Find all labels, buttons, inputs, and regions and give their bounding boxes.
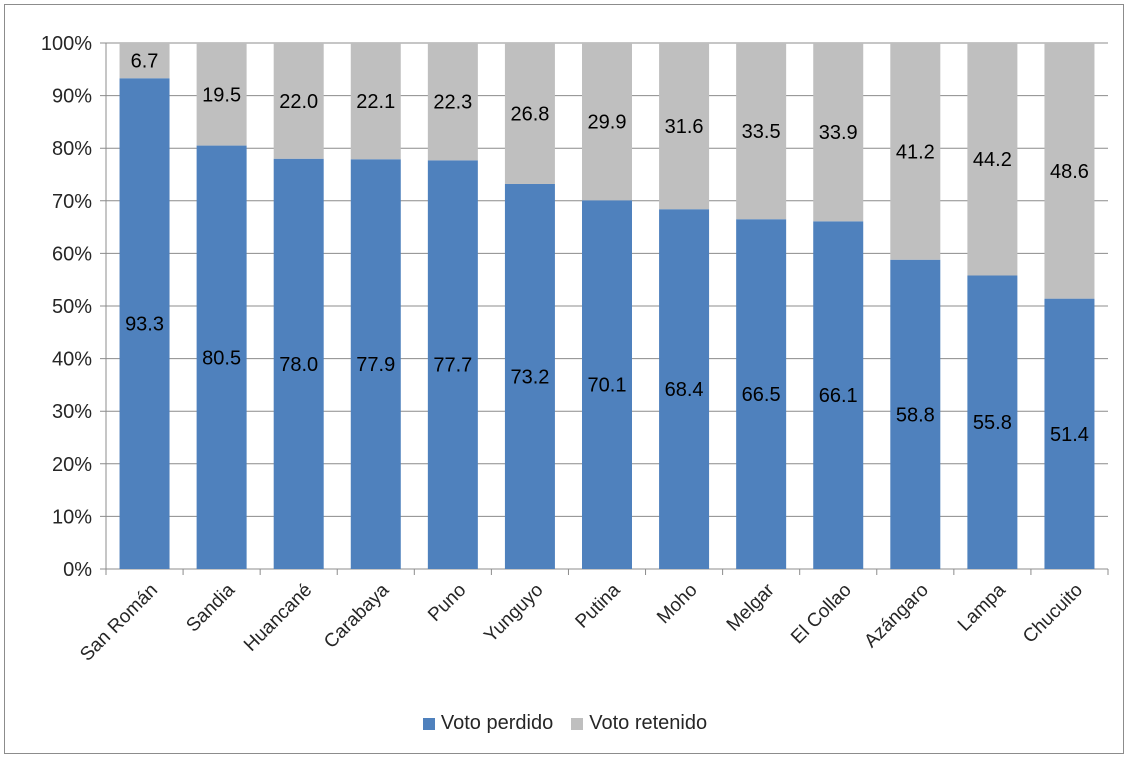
data-label: 78.0 — [279, 354, 318, 376]
x-tick-label: Huancané — [240, 580, 316, 656]
data-label: 48.6 — [1050, 161, 1089, 183]
data-label: 41.2 — [896, 141, 935, 163]
bar-voto-perdido — [813, 221, 864, 569]
bar-voto-retenido — [196, 43, 247, 146]
bar-voto-perdido — [1044, 298, 1095, 569]
y-tick-label: 20% — [52, 454, 92, 476]
y-tick-label: 30% — [52, 401, 92, 423]
bar-voto-perdido — [350, 159, 401, 569]
data-label: 66.5 — [742, 384, 781, 406]
bar-voto-retenido — [736, 43, 787, 220]
bar-voto-perdido — [119, 78, 170, 569]
bar-voto-perdido — [196, 145, 247, 569]
x-tick-label: Azángaro — [860, 580, 932, 652]
bar-voto-retenido — [1044, 43, 1095, 299]
data-label: 6.7 — [131, 51, 159, 73]
y-tick-label: 0% — [63, 559, 92, 581]
y-tick-label: 40% — [52, 349, 92, 371]
bar-voto-retenido — [350, 43, 401, 160]
bar-voto-retenido — [273, 43, 324, 159]
bar-voto-perdido — [504, 183, 555, 569]
legend-swatch-voto-retenido — [571, 717, 584, 730]
bar-voto-perdido — [967, 275, 1018, 569]
x-tick-label: Moho — [653, 580, 701, 628]
bar-voto-perdido — [736, 219, 787, 569]
data-label: 44.2 — [973, 149, 1012, 171]
x-tick-label: Putina — [572, 579, 625, 632]
stacked-bar-chart: 0% 10% 20% 30% 40% 50% 60% 70% 80% 90% 100% 93.3 6.7… — [41, 33, 1109, 666]
x-tick-label: Sandia — [182, 579, 239, 636]
bar-voto-perdido — [582, 200, 632, 570]
data-label: 19.5 — [202, 84, 241, 106]
y-tick-label: 80% — [52, 138, 92, 160]
legend-item-voto-perdido: Voto perdido — [422, 712, 554, 735]
bar-voto-retenido — [504, 43, 555, 184]
bar-voto-retenido — [427, 43, 478, 161]
data-label: 66.1 — [819, 385, 858, 407]
legend-label-voto-retenido: Voto retenido — [589, 712, 708, 734]
data-label: 70.1 — [588, 375, 627, 397]
x-tick-label: Carabaya — [320, 579, 393, 652]
data-label: 26.8 — [510, 103, 549, 125]
data-label: 93.3 — [125, 314, 164, 336]
bar-voto-retenido — [119, 43, 170, 79]
x-tick-label: Melgar — [723, 579, 779, 635]
y-tick-label: 100% — [41, 33, 92, 55]
y-tick-label: 50% — [52, 296, 92, 318]
data-label: 51.4 — [1050, 424, 1089, 446]
data-label: 55.8 — [973, 412, 1012, 434]
x-tick-label: El Collao — [787, 580, 856, 649]
bar-voto-perdido — [427, 160, 478, 569]
data-label: 22.1 — [356, 91, 395, 113]
data-label: 22.3 — [433, 92, 472, 114]
data-label: 68.4 — [665, 379, 704, 401]
data-label: 77.9 — [356, 354, 395, 376]
data-label: 29.9 — [588, 112, 627, 134]
y-tick-label: 10% — [52, 506, 92, 528]
legend-item-voto-retenido: Voto retenido — [571, 712, 707, 735]
y-tick-label: 90% — [52, 86, 92, 108]
data-label: 58.8 — [896, 404, 935, 426]
data-label: 33.5 — [742, 121, 781, 143]
data-label: 73.2 — [510, 366, 549, 388]
bar-voto-perdido — [273, 158, 324, 569]
bar-voto-retenido — [890, 43, 941, 260]
bar-voto-perdido — [659, 209, 710, 569]
x-tick-label: Puno — [424, 580, 470, 626]
x-tick-label: Yunguyo — [480, 580, 547, 647]
data-label: 22.0 — [279, 91, 318, 113]
legend-swatch-voto-perdido — [422, 717, 435, 730]
data-label: 33.9 — [819, 122, 858, 144]
bar-voto-retenido — [967, 43, 1018, 276]
data-label: 77.7 — [433, 355, 472, 377]
legend-label-voto-perdido: Voto perdido — [440, 712, 554, 734]
data-label: 80.5 — [202, 347, 241, 369]
legend: Voto perdido Voto retenido — [0, 712, 1130, 735]
bar-voto-perdido — [890, 259, 941, 569]
x-tick-label: Chucuito — [1019, 580, 1087, 648]
y-tick-label: 60% — [52, 243, 92, 265]
data-label: 31.6 — [665, 116, 704, 138]
x-tick-label: San Román — [76, 580, 162, 666]
x-tick-label: Lampa — [954, 579, 1010, 635]
bar-voto-retenido — [582, 43, 632, 201]
y-tick-label: 70% — [52, 191, 92, 213]
bar-voto-retenido — [813, 43, 864, 222]
bar-voto-retenido — [659, 43, 710, 210]
